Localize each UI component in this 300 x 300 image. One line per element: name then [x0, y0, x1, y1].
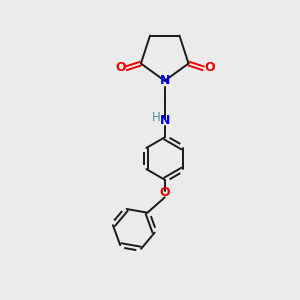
Text: O: O — [115, 61, 125, 74]
Text: O: O — [159, 186, 170, 199]
Text: N: N — [160, 114, 170, 127]
Text: N: N — [160, 74, 170, 87]
Text: O: O — [204, 61, 214, 74]
Text: H: H — [152, 111, 161, 124]
